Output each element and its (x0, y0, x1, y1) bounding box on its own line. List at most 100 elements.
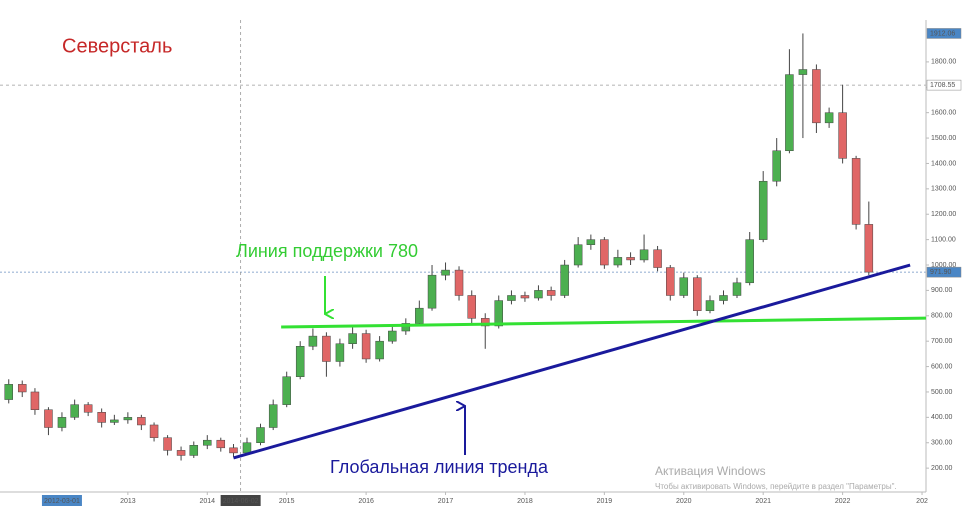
candle-body (864, 224, 874, 273)
y-tick-label: 200.00 (931, 465, 953, 472)
candle-body (308, 335, 318, 347)
price-marker-label: 971.90 (930, 269, 952, 276)
y-tick-label: 1500.00 (931, 135, 956, 142)
x-tick-label: 2018 (517, 498, 533, 505)
candle-body (375, 340, 384, 360)
candle-body (97, 412, 106, 423)
candle-body (626, 257, 635, 261)
candle-body (560, 264, 569, 296)
candle-body (772, 150, 781, 182)
candle-body (666, 267, 675, 296)
y-tick-label: 300.00 (931, 440, 953, 447)
candle-body (216, 439, 226, 449)
date-marker-box (220, 495, 261, 506)
y-tick-label: 1800.00 (931, 59, 956, 66)
x-tick-label: 2019 (597, 498, 613, 505)
candle-body (242, 442, 252, 454)
candle-body (812, 69, 821, 124)
x-tick-label: 2022 (835, 498, 851, 505)
y-tick-label: 1200.00 (931, 211, 956, 218)
candle-body (229, 447, 238, 454)
watermark-title: Активация Windows (655, 464, 766, 478)
price-marker-box (926, 28, 962, 39)
candle-body (427, 274, 437, 309)
y-tick-label: 700.00 (931, 338, 953, 345)
candle-body (123, 417, 133, 421)
candle-body (282, 376, 291, 405)
price-marker-label: 1708.55 (930, 82, 955, 89)
candle-body (70, 404, 79, 418)
candle-body (17, 384, 27, 393)
candle-body (719, 295, 728, 301)
candle-body (268, 404, 278, 428)
trend-line (281, 316, 927, 329)
price-marker-box (926, 266, 962, 278)
price-marker-box (926, 79, 962, 91)
price-marker-label: 1912.06 (930, 30, 955, 37)
y-tick-label: 1400.00 (931, 160, 956, 167)
x-tick-label: 2017 (438, 498, 454, 505)
candle-body (693, 277, 702, 311)
candle-body (322, 335, 331, 362)
candle-body (838, 112, 847, 159)
candle-body (653, 249, 662, 268)
candle-body (507, 295, 516, 301)
candle-body (110, 419, 119, 423)
chart-title: Северсталь (62, 35, 172, 57)
trend-line (233, 263, 911, 460)
support-label: Линия поддержки 780 (236, 241, 418, 261)
candle-body (189, 445, 199, 456)
candle-body (335, 343, 345, 362)
candle-body (586, 239, 596, 245)
candle-body (600, 239, 609, 266)
x-tick-label: 2016 (358, 498, 374, 505)
candle-body (467, 295, 476, 319)
watermark-text: Чтобы активировать Windows, перейдите в … (655, 482, 897, 491)
date-marker-box (41, 495, 82, 506)
candle-body (454, 269, 464, 296)
candle-body (851, 158, 861, 225)
trend-label: Глобальная линия тренда (330, 457, 549, 477)
candle-body (83, 404, 93, 413)
x-tick-label: 2013 (120, 498, 136, 505)
y-tick-label: 400.00 (931, 414, 953, 421)
candle-body (348, 333, 357, 344)
candle-body (256, 427, 265, 443)
y-tick-label: 1300.00 (931, 186, 956, 193)
y-tick-label: 600.00 (931, 363, 953, 370)
candle-body (639, 249, 649, 261)
candle-body (758, 180, 768, 240)
candle-body (613, 257, 623, 266)
x-tick-label: 2020 (676, 498, 692, 505)
x-tick-label: 2021 (755, 498, 771, 505)
candle-body (824, 112, 834, 124)
candle-body (163, 437, 172, 451)
candle-body (679, 277, 689, 296)
candle-body (295, 346, 305, 377)
y-tick-label: 1100.00 (931, 236, 956, 243)
candle-body (401, 323, 411, 332)
candle-body (176, 450, 186, 456)
candle-body (44, 409, 53, 428)
candle-body (494, 300, 503, 327)
candle-body (441, 269, 450, 276)
date-marker-label: 2014-06-02 (223, 498, 259, 505)
x-tick-label: 2014 (199, 498, 215, 505)
y-tick-label: 500.00 (931, 389, 953, 396)
candle-body (520, 295, 530, 299)
candle-body (705, 300, 715, 311)
candle-body (57, 417, 67, 428)
candle-body (137, 417, 146, 426)
candle-body (149, 424, 159, 438)
date-marker-label: 2012-03-01 (44, 498, 80, 505)
candle-body (785, 74, 794, 152)
candle-body (573, 244, 583, 266)
candle-body (534, 290, 543, 299)
x-tick-label: 2015 (279, 498, 295, 505)
x-tick-label: 202 (916, 498, 928, 505)
candle-body (30, 391, 40, 410)
candle-body (732, 282, 742, 296)
candle-body (361, 333, 371, 360)
y-tick-label: 900.00 (931, 287, 953, 294)
